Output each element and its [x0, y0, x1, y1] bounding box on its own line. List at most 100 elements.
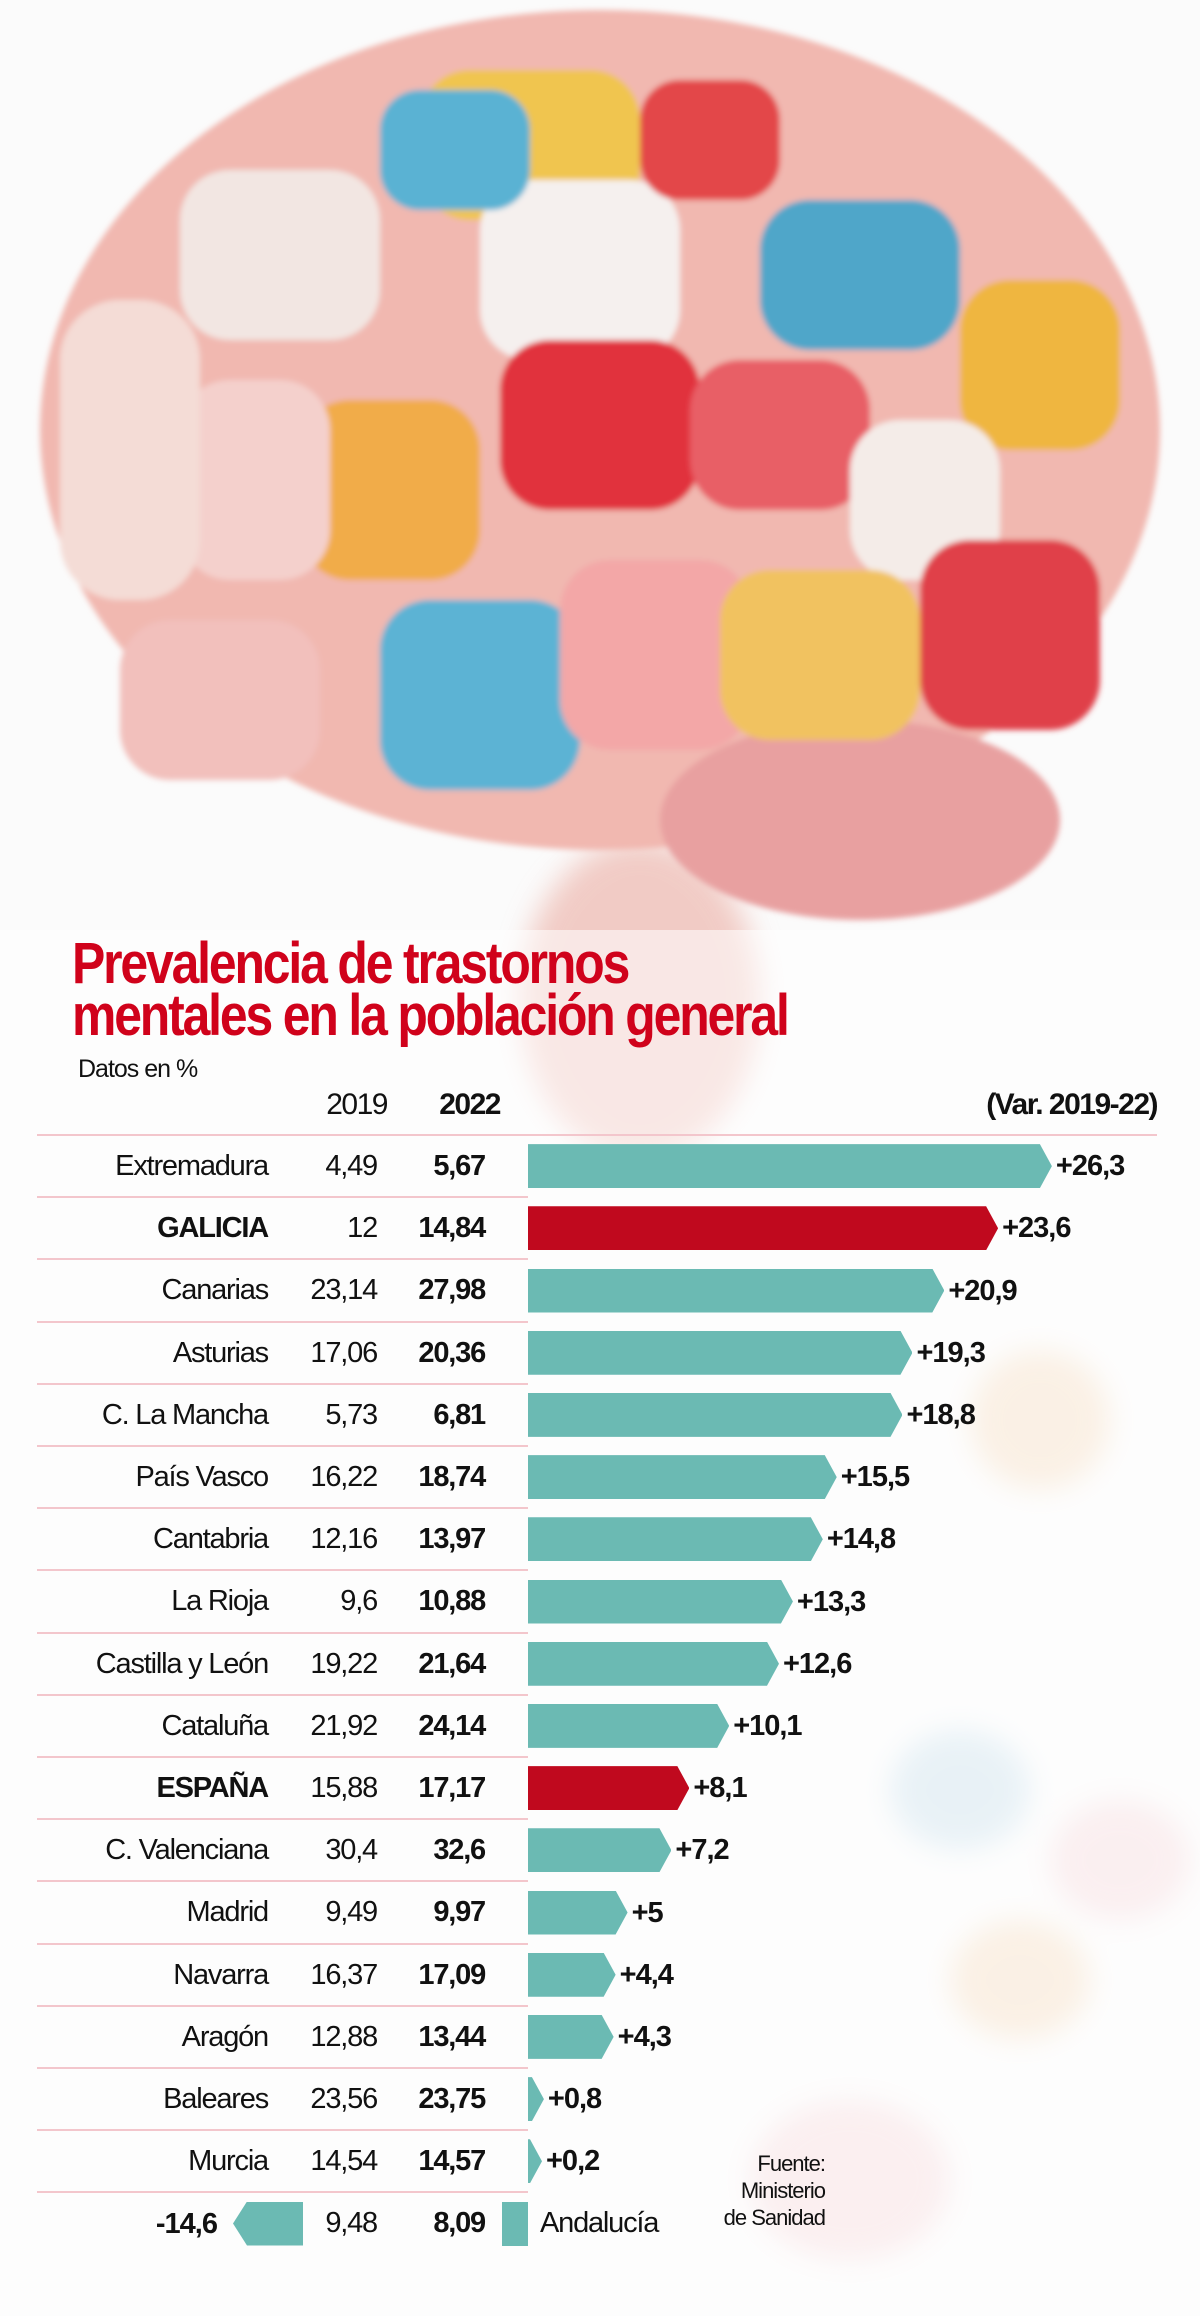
region-name: La Rioja	[171, 1585, 269, 1618]
variation-bar	[528, 1330, 913, 1375]
region-name: Baleares	[163, 2083, 269, 2115]
value-2022: 5,67	[433, 1150, 486, 1182]
region-name: ESPAÑA	[156, 1772, 269, 1804]
variation-label: +4,3	[617, 2020, 672, 2053]
row-divider	[37, 1320, 528, 1323]
value-2019: 30,4	[325, 1834, 378, 1867]
region-name: Andalucía	[540, 2207, 659, 2240]
region-name: Asturias	[172, 1336, 269, 1369]
value-2022: 14,57	[418, 2145, 486, 2178]
variation-label: +0,8	[547, 2083, 602, 2116]
variation-bar	[528, 1206, 999, 1251]
header-2022: 2022	[439, 1088, 501, 1121]
variation-label: -14,6	[155, 2207, 218, 2240]
value-2019: 21,92	[310, 1709, 378, 1742]
value-2022: 14,84	[418, 1212, 486, 1245]
source-line: Ministerio	[740, 2178, 826, 2203]
region-name: Cantabria	[153, 1523, 269, 1556]
variation-bar	[528, 1579, 793, 1624]
value-2019: 19,22	[310, 1647, 378, 1680]
value-2022: 17,17	[418, 1772, 486, 1804]
variation-label: +19,3	[916, 1336, 985, 1369]
region-name: Navarra	[173, 1958, 269, 1991]
variation-label: +23,6	[1002, 1212, 1071, 1245]
value-2022: 9,97	[433, 1896, 486, 1929]
value-2019: 9,48	[325, 2207, 378, 2240]
value-2022: 18,74	[418, 1461, 486, 1493]
variation-bar	[528, 1890, 628, 1935]
region-name: C. Valenciana	[105, 1834, 269, 1867]
region-name: C. La Mancha	[101, 1398, 269, 1431]
source-line: Fuente:	[757, 2151, 826, 2176]
variation-label: +15,5	[840, 1461, 910, 1494]
variation-label: +4,4	[619, 1958, 674, 1991]
variation-label: +14,8	[826, 1523, 896, 1556]
region-name: Extremadura	[115, 1150, 269, 1182]
row-divider	[37, 1631, 528, 1634]
variation-label: +5	[631, 1896, 664, 1929]
value-2022: 13,97	[418, 1523, 486, 1556]
header-divider	[37, 1134, 1157, 1136]
region-name: Canarias	[161, 1274, 270, 1307]
value-2019: 9,6	[340, 1585, 378, 1618]
row-divider	[37, 2067, 528, 2069]
chart-title-line-1: Prevalencia de trastornos	[72, 931, 630, 996]
source-note: Fuente: Ministerio de Sanidad	[680, 2150, 826, 2231]
value-2019: 23,14	[310, 1274, 378, 1307]
variation-bar	[528, 1517, 823, 1562]
value-2019: 14,54	[310, 2145, 378, 2178]
row-divider	[37, 2004, 528, 2007]
value-2022: 27,98	[418, 1274, 486, 1307]
value-2019: 12	[347, 1212, 378, 1245]
value-2019: 16,37	[310, 1958, 378, 1991]
variation-label: +12,6	[782, 1647, 852, 1680]
row-divider	[37, 2129, 528, 2132]
variation-label: +10,1	[733, 1709, 802, 1742]
variation-bar-stub	[502, 2201, 528, 2246]
variation-bar	[528, 1268, 945, 1313]
value-2019: 12,16	[310, 1523, 378, 1556]
header-2019: 2019	[326, 1088, 388, 1121]
region-name: Madrid	[186, 1896, 270, 1929]
region-name: Cataluña	[161, 1709, 270, 1742]
value-2022: 8,09	[433, 2207, 486, 2240]
row-divider	[37, 1693, 528, 1696]
value-2019: 23,56	[310, 2083, 378, 2115]
row-divider	[37, 1569, 528, 1572]
row-divider	[37, 1756, 528, 1758]
variation-bar	[528, 1766, 690, 1811]
row-divider	[37, 1258, 528, 1261]
value-2019: 4,49	[325, 1150, 378, 1182]
row-divider	[37, 1942, 528, 1945]
region-name: Murcia	[188, 2145, 269, 2178]
variation-label: +18,8	[906, 1398, 975, 1431]
value-2022: 13,44	[418, 2020, 486, 2053]
region-name: País Vasco	[135, 1461, 269, 1493]
value-2019: 16,22	[310, 1461, 378, 1493]
variation-bar-arrow	[233, 2201, 303, 2246]
variation-label: +20,9	[948, 1274, 1017, 1307]
variation-bar	[528, 1952, 616, 1997]
value-2019: 12,88	[310, 2020, 378, 2053]
variation-bar	[528, 1828, 672, 1873]
row-divider	[37, 1382, 528, 1385]
region-name: GALICIA	[157, 1212, 269, 1245]
variation-bar	[528, 2014, 614, 2059]
value-2019: 9,49	[325, 1896, 378, 1929]
value-2019: 5,73	[325, 1398, 378, 1431]
variation-label: +0,2	[546, 2145, 600, 2178]
chart-subtitle: Datos en %	[78, 1055, 198, 1083]
value-2022: 21,64	[418, 1647, 486, 1680]
row-divider	[37, 1445, 528, 1447]
value-2022: 32,6	[433, 1834, 486, 1867]
region-name: Aragón	[181, 2020, 270, 2053]
variation-label: +7,2	[675, 1834, 729, 1867]
variation-bar	[528, 1144, 1052, 1189]
value-2019: 17,06	[310, 1336, 378, 1369]
variation-bar	[528, 1641, 779, 1686]
row-divider	[37, 1507, 528, 1510]
value-2019: 15,88	[310, 1772, 378, 1804]
row-divider	[37, 1818, 528, 1821]
header-variation: (Var. 2019-22)	[986, 1088, 1158, 1121]
variation-bar	[528, 1455, 837, 1500]
